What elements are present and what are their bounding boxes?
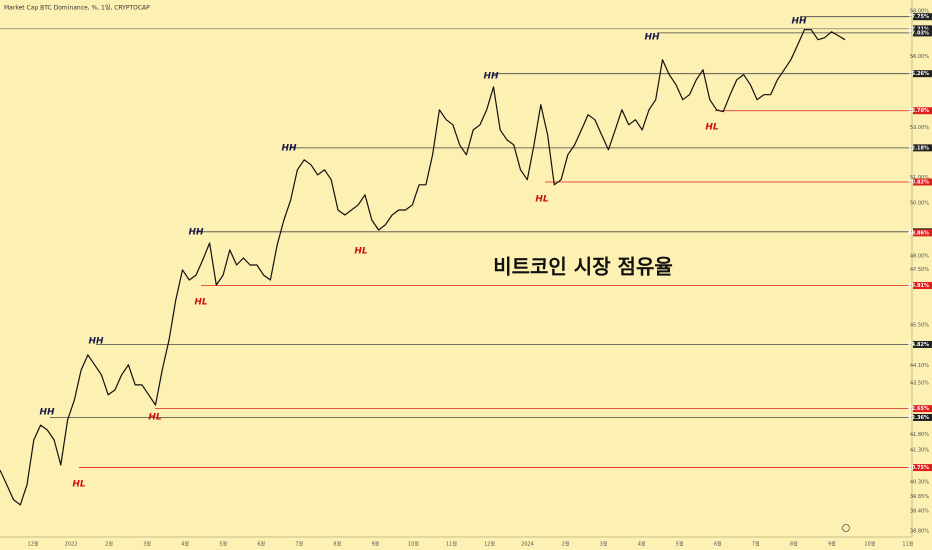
y-tick-label: 44.10% (910, 363, 929, 369)
price-line (0, 29, 846, 506)
x-tick-label: 7월 (752, 541, 760, 548)
annotation: HH (791, 17, 807, 27)
x-tick-label: 2월 (562, 541, 570, 548)
annotation: HH (39, 408, 55, 418)
x-tick-label: 10월 (408, 541, 419, 548)
annotation: HL (705, 123, 719, 133)
level-label-box (913, 144, 932, 152)
level-label-box (913, 464, 932, 472)
level-label-box (913, 413, 932, 421)
level-label: 55.26% (908, 71, 929, 77)
level-label: 42.65% (908, 406, 929, 412)
level-label-box (913, 340, 932, 348)
y-tick-label: 40.30% (910, 479, 929, 485)
annotation: HL (354, 247, 368, 257)
y-tick-label: 41.30% (910, 448, 929, 454)
y-tick-label: 39.85% (910, 494, 929, 500)
level-label-box (913, 25, 932, 33)
y-tick-label: 41.80% (910, 432, 929, 438)
level-label-box (913, 29, 932, 37)
level-label: 57.21% (908, 26, 929, 32)
x-tick-label: 5월 (219, 541, 227, 548)
chart-title: 비트코인 시장 점유율 (493, 255, 673, 279)
annotation: HL (72, 480, 86, 490)
x-tick-label: 10월 (864, 541, 875, 548)
annotation: HH (644, 33, 660, 43)
y-tick-label: 53.00% (910, 125, 929, 131)
x-tick-label: 6월 (257, 541, 265, 548)
y-tick-label: 45.50% (910, 322, 929, 328)
level-label: 50.82% (908, 179, 929, 185)
y-tick-label: 39.40% (910, 509, 929, 515)
x-tick-label: 8월 (790, 541, 798, 548)
x-tick-label: 11월 (902, 541, 913, 548)
x-tick-label: 5월 (676, 541, 684, 548)
x-tick-label: 12월 (484, 541, 495, 548)
level-label: 46.91% (908, 283, 929, 289)
annotation: HH (281, 144, 297, 154)
annotation: HH (188, 228, 204, 238)
x-tick-label: 2월 (105, 541, 113, 548)
x-tick-label: 3월 (143, 541, 151, 548)
level-label: 40.75% (908, 465, 929, 471)
x-tick-label: 12월 (28, 541, 39, 548)
level-label-box (913, 13, 932, 21)
x-tick-label: 9월 (371, 541, 379, 548)
annotation: HL (535, 195, 549, 205)
header: Market Cap BTC Dominance, %, 1일, CRYPTOC… (4, 4, 150, 12)
annotation: HH (88, 337, 104, 347)
level-label-box (913, 107, 932, 115)
x-tick-label: 4월 (181, 541, 189, 548)
x-tick-label: 6월 (714, 541, 722, 548)
x-tick-label: 11월 (446, 541, 457, 548)
level-label-box (913, 70, 932, 78)
level-label: 57.75% (908, 14, 929, 20)
y-tick-label: 56.00% (910, 54, 929, 60)
icon[interactable] (842, 524, 850, 532)
x-tick-label: 8월 (333, 541, 341, 548)
level-label: 57.03% (908, 30, 929, 36)
level-label: 48.86% (908, 230, 929, 236)
x-tick-label: 9월 (828, 541, 836, 548)
y-tick-label: 50.00% (910, 201, 929, 207)
x-tick-label: 2022 (65, 542, 78, 548)
level-label: 44.82% (908, 342, 929, 348)
annotation: HL (148, 413, 162, 423)
level-label-box (913, 178, 932, 186)
x-tick-label: 7월 (295, 541, 303, 548)
level-label: 42.36% (908, 415, 929, 421)
x-tick-label: 3월 (600, 541, 608, 548)
y-tick-label: 58.00% (910, 9, 929, 15)
level-label: 52.18% (908, 145, 929, 151)
level-label-box (913, 405, 932, 413)
x-tick-label: 4월 (638, 541, 646, 548)
annotation: HL (194, 298, 208, 308)
y-tick-label: 38.80% (910, 528, 929, 534)
level-label: 53.70% (908, 108, 929, 114)
level-label-box (913, 282, 932, 290)
y-tick-label: 48.00% (910, 253, 929, 259)
x-tick-label: 2024 (521, 542, 534, 548)
annotation: HH (483, 72, 499, 82)
y-tick-label: 51.00% (910, 175, 929, 181)
y-tick-label: 43.50% (910, 381, 929, 387)
y-tick-label: 47.50% (910, 267, 929, 273)
level-label-box (913, 229, 932, 237)
